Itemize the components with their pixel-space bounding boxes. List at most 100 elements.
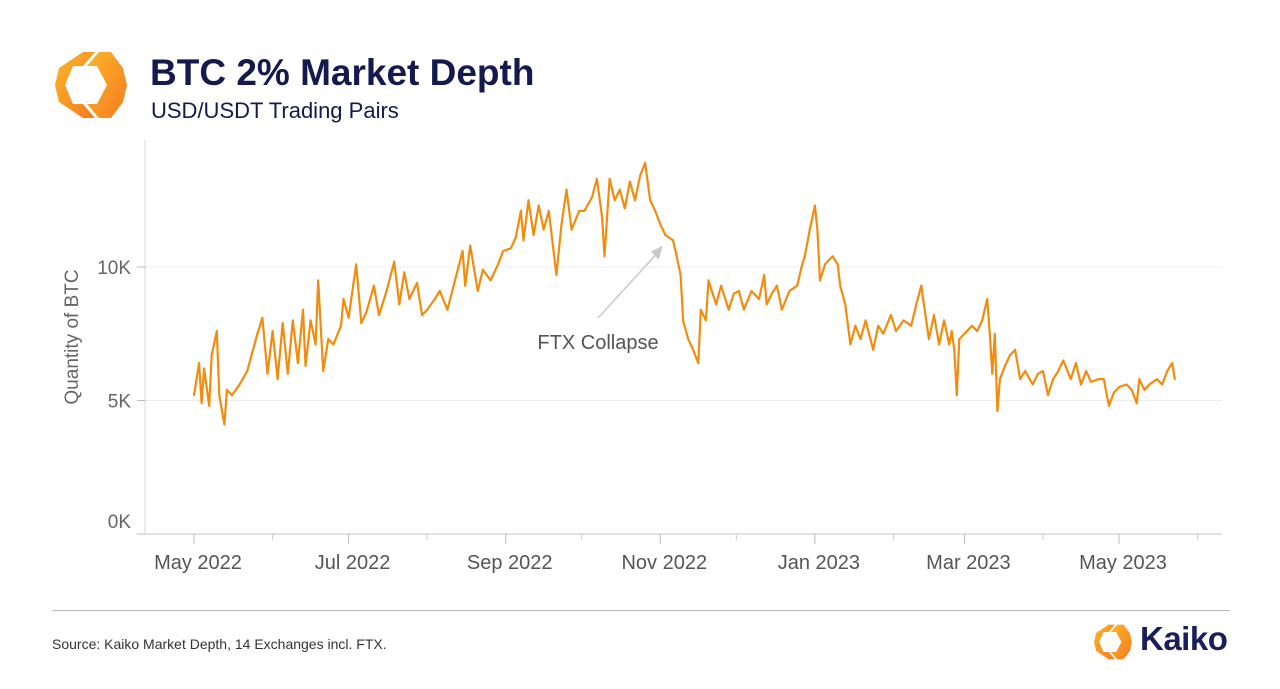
data-point	[854, 324, 857, 327]
data-point	[378, 314, 380, 317]
data-point	[446, 308, 449, 311]
data-point	[639, 175, 642, 178]
data-point	[633, 199, 636, 202]
data-point	[426, 308, 429, 311]
data-point	[203, 367, 206, 370]
data-point	[1135, 402, 1138, 405]
data-point	[481, 268, 484, 271]
data-point	[608, 177, 611, 180]
data-point	[590, 196, 593, 199]
data-point	[859, 338, 862, 341]
line-chart: 0K 5K 10K May 2022 Jul 2022 Sep 2022 Nov 2022…	[62, 140, 1222, 574]
data-point	[1138, 378, 1141, 381]
data-point	[1085, 370, 1088, 373]
data-point	[578, 209, 581, 212]
data-point	[385, 290, 388, 293]
kaiko-wordmark: Kaiko	[1140, 620, 1228, 657]
data-point	[927, 338, 930, 341]
data-point	[816, 228, 819, 231]
data-point	[210, 354, 213, 357]
data-point	[671, 239, 674, 242]
data-point	[991, 372, 994, 375]
data-point	[986, 298, 989, 301]
data-point	[403, 271, 406, 274]
data-point	[808, 228, 811, 231]
data-point	[654, 209, 657, 212]
data-point	[692, 348, 695, 351]
data-point	[342, 298, 345, 301]
data-point	[1074, 362, 1077, 365]
data-point	[1097, 378, 1100, 381]
data-point	[796, 284, 799, 287]
series-line	[192, 161, 1176, 426]
data-point	[699, 308, 702, 311]
data-point	[775, 284, 778, 287]
data-point	[955, 394, 958, 397]
data-point	[1024, 370, 1027, 373]
data-point	[198, 362, 201, 365]
data-point	[872, 348, 875, 351]
data-point	[360, 322, 363, 325]
data-point	[1102, 378, 1105, 381]
data-point	[223, 423, 226, 426]
data-point	[788, 290, 791, 293]
data-point	[824, 263, 827, 266]
data-point	[915, 303, 918, 306]
x-tick-label: Sep 2022	[467, 552, 553, 574]
data-point	[583, 209, 586, 212]
data-point	[732, 292, 735, 295]
data-point	[902, 319, 905, 322]
data-point	[697, 362, 700, 365]
x-tick-label: Nov 2022	[621, 552, 707, 574]
data-point	[514, 236, 517, 239]
data-point	[894, 330, 897, 333]
data-point	[1161, 383, 1164, 386]
data-point	[1047, 394, 1050, 397]
annotation-arrowhead-icon	[650, 245, 663, 260]
data-point	[238, 383, 241, 386]
data-point	[965, 330, 968, 333]
data-point	[1014, 348, 1017, 351]
data-point	[801, 263, 804, 266]
data-point	[208, 404, 211, 407]
data-point	[271, 330, 274, 333]
data-point	[988, 332, 991, 335]
data-point	[332, 343, 335, 346]
data-point	[327, 338, 330, 341]
data-point	[877, 324, 880, 327]
data-point	[266, 372, 269, 375]
data-point	[950, 330, 953, 333]
data-point	[687, 338, 690, 341]
data-point	[750, 290, 753, 293]
data-point	[218, 394, 221, 397]
data-point	[433, 298, 436, 301]
data-point	[971, 324, 974, 327]
source-note: Source: Kaiko Market Depth, 14 Exchanges…	[52, 636, 387, 652]
data-point	[276, 378, 279, 381]
y-axis-label: Quantity of BTC	[62, 269, 83, 404]
data-point	[532, 233, 535, 236]
data-point	[849, 343, 852, 346]
data-point	[408, 298, 411, 301]
kaiko-logo-icon	[55, 52, 127, 118]
data-point	[317, 279, 320, 282]
data-point	[943, 319, 946, 322]
data-point	[1019, 378, 1022, 381]
data-point	[469, 244, 472, 247]
data-point	[910, 324, 913, 327]
chart-subtitle: USD/USDT Trading Pairs	[151, 98, 399, 123]
data-point	[454, 279, 457, 282]
data-point	[416, 282, 419, 285]
data-point	[996, 410, 999, 413]
data-point	[938, 343, 941, 346]
data-point	[527, 199, 530, 202]
data-point	[1062, 359, 1065, 362]
data-point	[618, 188, 621, 191]
data-point	[1036, 372, 1039, 375]
data-point	[818, 279, 821, 282]
data-point	[365, 311, 368, 314]
data-point	[644, 161, 647, 164]
y-tick-label: 0K	[108, 512, 132, 533]
data-point	[502, 249, 505, 252]
annotation-label: FTX Collapse	[537, 332, 658, 354]
